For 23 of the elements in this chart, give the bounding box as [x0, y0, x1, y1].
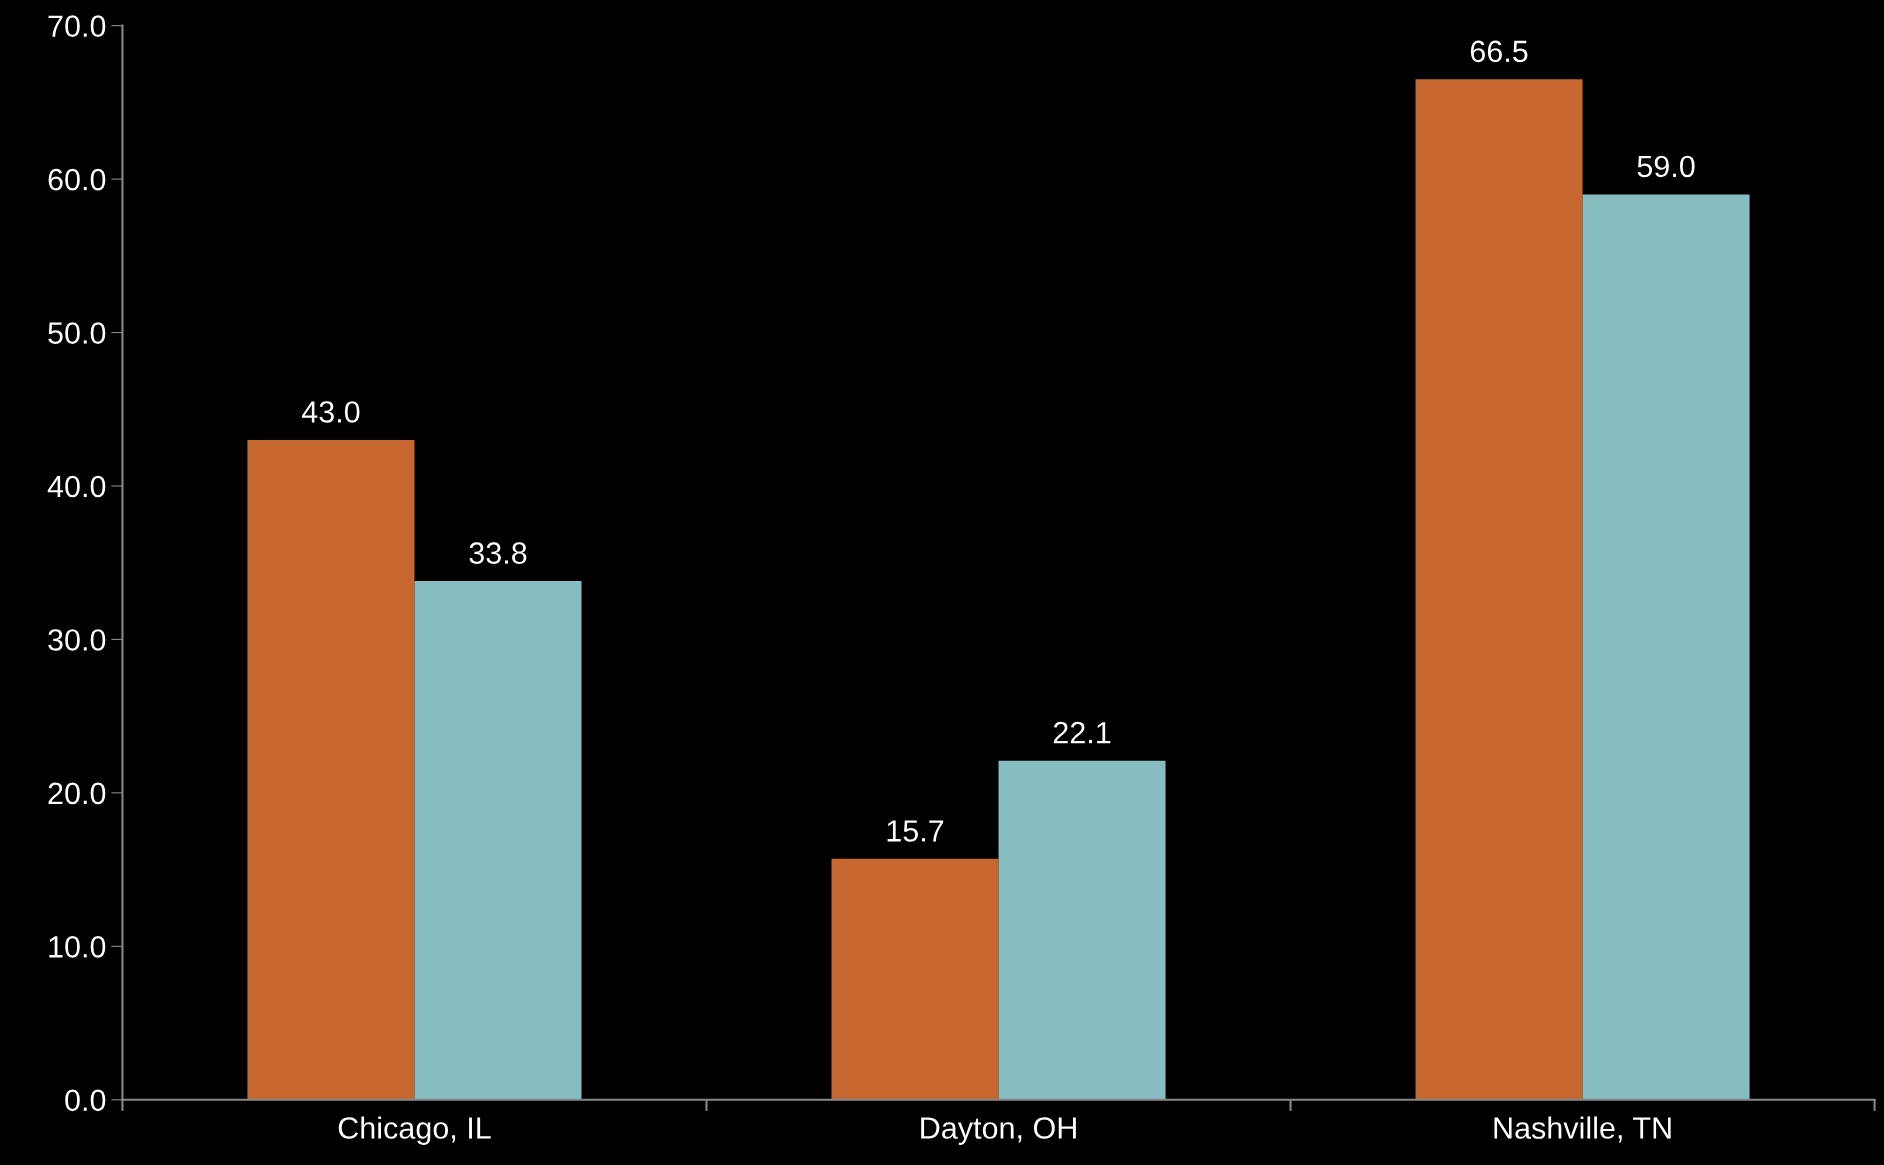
y-tick-label: 70.0 — [48, 15, 106, 37]
bar — [1415, 79, 1583, 1100]
x-tick-label: Chicago, IL — [338, 1116, 491, 1145]
bar — [998, 760, 1166, 1100]
data-label: 22.1 — [1053, 721, 1111, 744]
bar — [831, 858, 999, 1100]
bar — [1582, 194, 1750, 1100]
x-tick-label: Dayton, OH — [921, 1117, 1076, 1145]
y-tick-label: 60.0 — [48, 168, 106, 191]
data-label: 33.8 — [469, 542, 527, 564]
y-tick-label: 30.0 — [48, 629, 106, 651]
bar — [414, 581, 582, 1100]
data-label: 15.7 — [887, 820, 944, 842]
data-label: 59.0 — [1637, 155, 1695, 178]
y-tick-label: 20.0 — [48, 782, 106, 805]
y-tick-label: 50.0 — [48, 322, 106, 344]
data-label: 43.0 — [301, 401, 360, 423]
y-tick-label: 0.0 — [65, 1089, 106, 1112]
y-tick-label: 40.0 — [47, 475, 106, 498]
y-tick-label: 10.0 — [49, 936, 106, 958]
bar — [247, 439, 415, 1100]
data-label: 66.5 — [1470, 40, 1528, 63]
x-tick-label: Nashville, TN — [1494, 1116, 1671, 1143]
